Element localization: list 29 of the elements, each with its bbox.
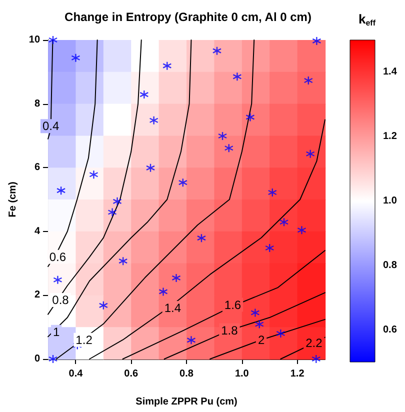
annotation: 0.8 bbox=[52, 292, 70, 307]
color-bar-label: 1.2 bbox=[383, 131, 398, 142]
chart-title: Change in Entropy (Graphite 0 cm, Al 0 cm) bbox=[64, 10, 312, 24]
color-bar-label: 0.8 bbox=[383, 260, 398, 271]
color-bar-label: 1.0 bbox=[383, 196, 398, 206]
y-tick-label: 4 bbox=[34, 226, 40, 237]
annotation: 1 bbox=[52, 324, 60, 339]
y-tick-label: 6 bbox=[34, 162, 40, 174]
annotation: 0.4 bbox=[42, 119, 60, 134]
color-bar-label: 1.4 bbox=[383, 66, 398, 78]
y-tick-label: 10 bbox=[28, 34, 40, 46]
annotation: 1.8 bbox=[221, 323, 238, 338]
annotation: 0.6 bbox=[49, 250, 66, 264]
annotation: 1.2 bbox=[76, 332, 93, 347]
color-bar-label: 0.6 bbox=[383, 324, 398, 336]
y-axis-title: Fe (cm) bbox=[8, 182, 18, 218]
x-tick-label: 1.2 bbox=[290, 368, 305, 380]
y-tick-label: 0 bbox=[34, 354, 40, 364]
annotation: 2 bbox=[258, 332, 265, 347]
x-axis-title: Simple ZPPR Pu (cm) bbox=[136, 396, 238, 408]
x-tick-label: 0.4 bbox=[68, 368, 84, 380]
annotation: 1.4 bbox=[164, 300, 182, 315]
y-tick-label: 8 bbox=[34, 98, 40, 110]
x-tick-label: 0.8 bbox=[180, 368, 194, 380]
annotation: 1.6 bbox=[224, 298, 242, 312]
x-tick-label: 0.6 bbox=[124, 368, 139, 380]
y-tick-label: 2 bbox=[34, 290, 40, 301]
annotation: 2.2 bbox=[306, 336, 323, 350]
x-tick-label: 1.0 bbox=[234, 368, 250, 380]
